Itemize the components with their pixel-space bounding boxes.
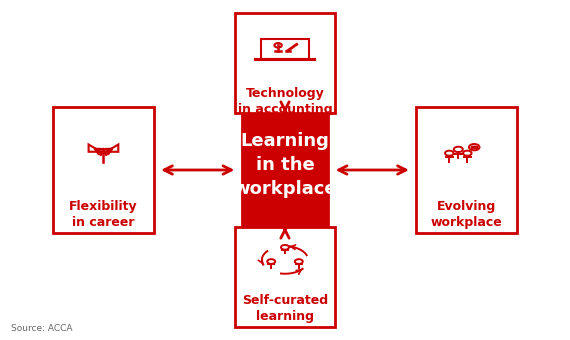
Text: Technology
in accounting: Technology in accounting: [238, 87, 332, 116]
Text: Source: ACCA: Source: ACCA: [11, 324, 73, 333]
FancyBboxPatch shape: [53, 107, 154, 233]
Text: Flexibility
in career: Flexibility in career: [69, 201, 138, 230]
Text: Evolving
workplace: Evolving workplace: [431, 201, 502, 230]
Text: Learning
in the
workplace: Learning in the workplace: [233, 132, 337, 198]
FancyBboxPatch shape: [242, 107, 328, 233]
FancyBboxPatch shape: [235, 13, 335, 113]
FancyBboxPatch shape: [235, 227, 335, 327]
Text: Self-curated
learning: Self-curated learning: [242, 294, 328, 323]
FancyBboxPatch shape: [416, 107, 517, 233]
